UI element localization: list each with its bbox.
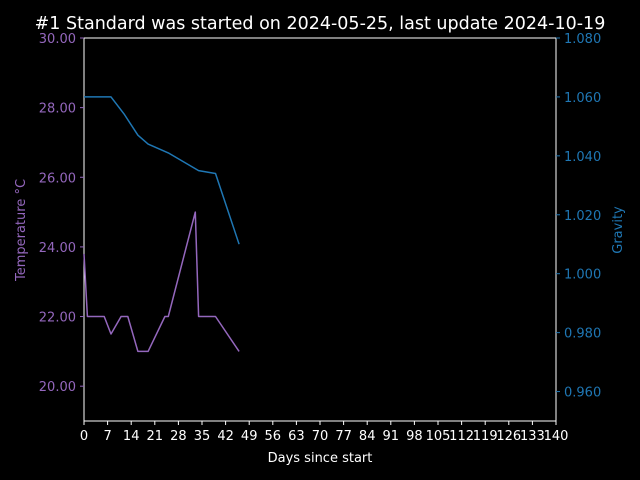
temperature-series-line	[83, 211, 240, 353]
x-axis-label: Days since start	[268, 451, 373, 466]
x-tick-label: 42	[217, 429, 234, 444]
x-tick-label: 49	[241, 429, 258, 444]
y-right-tick-label: 1.000	[564, 268, 601, 283]
y-left-tick-label: 28.00	[39, 102, 76, 117]
y-left-tick-label: 30.00	[39, 32, 76, 47]
plot-area: 0 7 14 21 28 35 42 49 56 63 70 77 84 91 98 105112119126…	[39, 32, 601, 444]
x-tick-label: 0	[80, 429, 88, 444]
x-tick-label: 56	[265, 429, 282, 444]
gravity-series-line	[84, 96, 240, 245]
x-tick-label: 91	[383, 429, 400, 444]
x-tick-label: 105	[426, 429, 451, 444]
y-right-tick-label: 0.980	[564, 327, 601, 342]
x-tick-label: 119	[473, 429, 498, 444]
y-left-tick-label: 22.00	[39, 311, 76, 326]
y-right-tick-label: 1.060	[564, 91, 601, 106]
x-tick-label: 140	[544, 429, 569, 444]
y-right-tick-label: 1.040	[564, 150, 601, 165]
x-tick-label: 14	[123, 429, 140, 444]
x-tick-label: 98	[406, 429, 423, 444]
x-tick-label: 63	[288, 429, 305, 444]
y-axis-left-label: Temperature °C	[14, 179, 29, 282]
x-tick-label: 84	[359, 429, 376, 444]
y-right-tick-label: 1.020	[564, 209, 601, 224]
y-left-tick-label: 24.00	[39, 241, 76, 256]
y-axis-right-label: Gravity	[611, 206, 626, 254]
y-right-tick-label: 0.960	[564, 386, 601, 401]
x-tick-label: 28	[170, 429, 187, 444]
y-left-tick-label: 26.00	[39, 171, 76, 186]
x-tick-label: 133	[520, 429, 545, 444]
y-right-tick-label: 1.080	[564, 32, 601, 47]
x-tick-label: 70	[312, 429, 329, 444]
x-tick-label: 126	[496, 429, 521, 444]
x-tick-label: 35	[194, 429, 211, 444]
x-tick-label: 112	[449, 429, 474, 444]
x-tick-label: 77	[335, 429, 352, 444]
x-tick-label: 7	[103, 429, 111, 444]
y-left-tick-label: 20.00	[39, 380, 76, 395]
x-tick-label: 21	[147, 429, 164, 444]
chart-title: #1 Standard was started on 2024-05-25, l…	[35, 14, 606, 34]
